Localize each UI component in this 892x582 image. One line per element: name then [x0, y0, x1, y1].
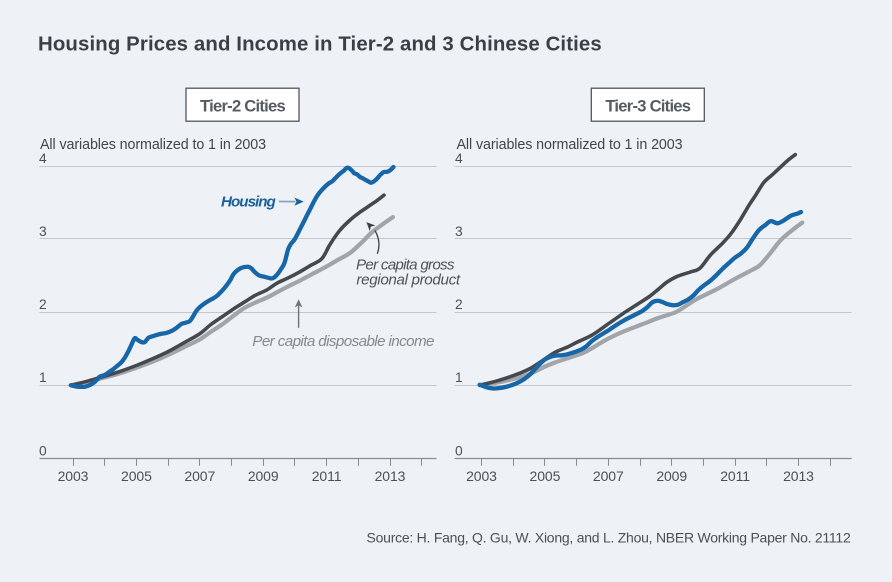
svg-text:2009: 2009: [656, 468, 687, 484]
svg-text:1: 1: [39, 370, 47, 385]
svg-text:All variables normalized to 1: All variables normalized to 1 in 2003: [40, 137, 266, 153]
svg-text:2007: 2007: [184, 468, 215, 484]
svg-text:2013: 2013: [375, 468, 406, 484]
svg-text:0: 0: [39, 443, 47, 458]
svg-text:1: 1: [455, 370, 463, 385]
svg-text:4: 4: [455, 151, 463, 166]
svg-text:regional product: regional product: [356, 272, 460, 289]
svg-text:Per capita disposable income: Per capita disposable income: [252, 333, 434, 350]
svg-text:Tier-3 Cities: Tier-3 Cities: [605, 96, 690, 115]
svg-text:2003: 2003: [58, 468, 89, 484]
svg-text:3: 3: [455, 224, 463, 239]
svg-text:All variables normalized to 1: All variables normalized to 1 in 2003: [457, 137, 683, 153]
svg-text:2: 2: [39, 297, 47, 312]
svg-text:2007: 2007: [593, 468, 624, 484]
svg-text:2003: 2003: [466, 468, 497, 484]
svg-text:Housing: Housing: [221, 193, 276, 210]
svg-text:Per capita gross: Per capita gross: [356, 257, 455, 274]
svg-text:2013: 2013: [783, 468, 814, 484]
svg-text:2005: 2005: [530, 468, 561, 484]
svg-text:2005: 2005: [121, 468, 152, 484]
svg-text:0: 0: [455, 443, 463, 458]
svg-text:Source: H. Fang, Q. Gu, W. Xio: Source: H. Fang, Q. Gu, W. Xiong, and L.…: [367, 530, 851, 546]
svg-text:4: 4: [39, 151, 47, 166]
svg-text:2011: 2011: [720, 468, 750, 484]
svg-text:3: 3: [39, 224, 47, 239]
svg-text:2011: 2011: [312, 468, 342, 484]
svg-text:2: 2: [455, 297, 463, 312]
svg-text:2009: 2009: [248, 468, 279, 484]
svg-text:Tier-2 Cities: Tier-2 Cities: [200, 96, 285, 115]
svg-text:Housing Prices and Income in T: Housing Prices and Income in Tier-2 and …: [38, 34, 602, 56]
